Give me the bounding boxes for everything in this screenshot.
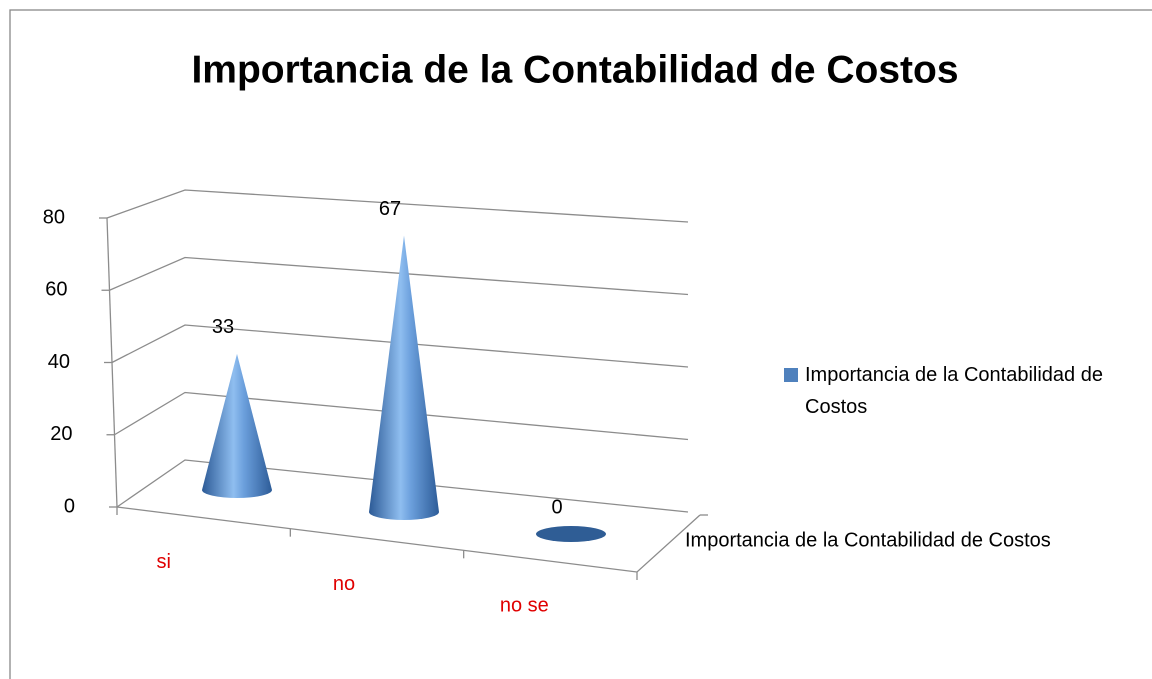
y-tick-label: 20 [50, 423, 72, 445]
grid-line [111, 324, 689, 368]
y-axis [106, 217, 118, 508]
y-tick-label: 80 [43, 206, 65, 228]
cone [536, 526, 606, 542]
cone [369, 235, 439, 520]
grid-line [109, 256, 689, 296]
chart-border [9, 9, 1152, 679]
depth-axis-label: Importancia de la Contabilidad de Costos [685, 529, 1051, 551]
x-tick-label: no se [500, 594, 549, 616]
y-tick-label: 0 [64, 495, 75, 517]
grid-line [114, 391, 689, 441]
data-label: 0 [551, 496, 562, 518]
x-tick-label: no [333, 573, 355, 595]
legend-label: Importancia de la Contabilidad de Costos [805, 364, 1103, 418]
legend-swatch [784, 368, 798, 382]
grid-line [116, 459, 689, 513]
data-label: 33 [212, 316, 234, 338]
x-tick-label: si [156, 551, 170, 573]
grid-line [106, 189, 689, 223]
cone [202, 353, 272, 498]
y-tick-label: 60 [45, 279, 67, 301]
chart-title: Importancia de la Contabilidad de Costos [191, 48, 958, 91]
data-label: 67 [379, 198, 401, 220]
y-tick-label: 40 [48, 351, 70, 373]
